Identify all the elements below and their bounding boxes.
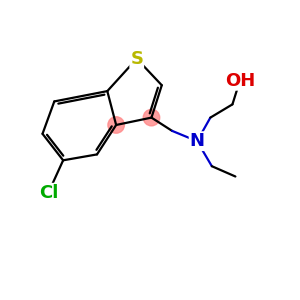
Text: S: S	[130, 50, 143, 68]
Circle shape	[143, 110, 160, 126]
Text: OH: OH	[225, 72, 255, 90]
Circle shape	[108, 117, 124, 133]
Text: Cl: Cl	[39, 184, 58, 202]
Text: N: N	[190, 132, 205, 150]
